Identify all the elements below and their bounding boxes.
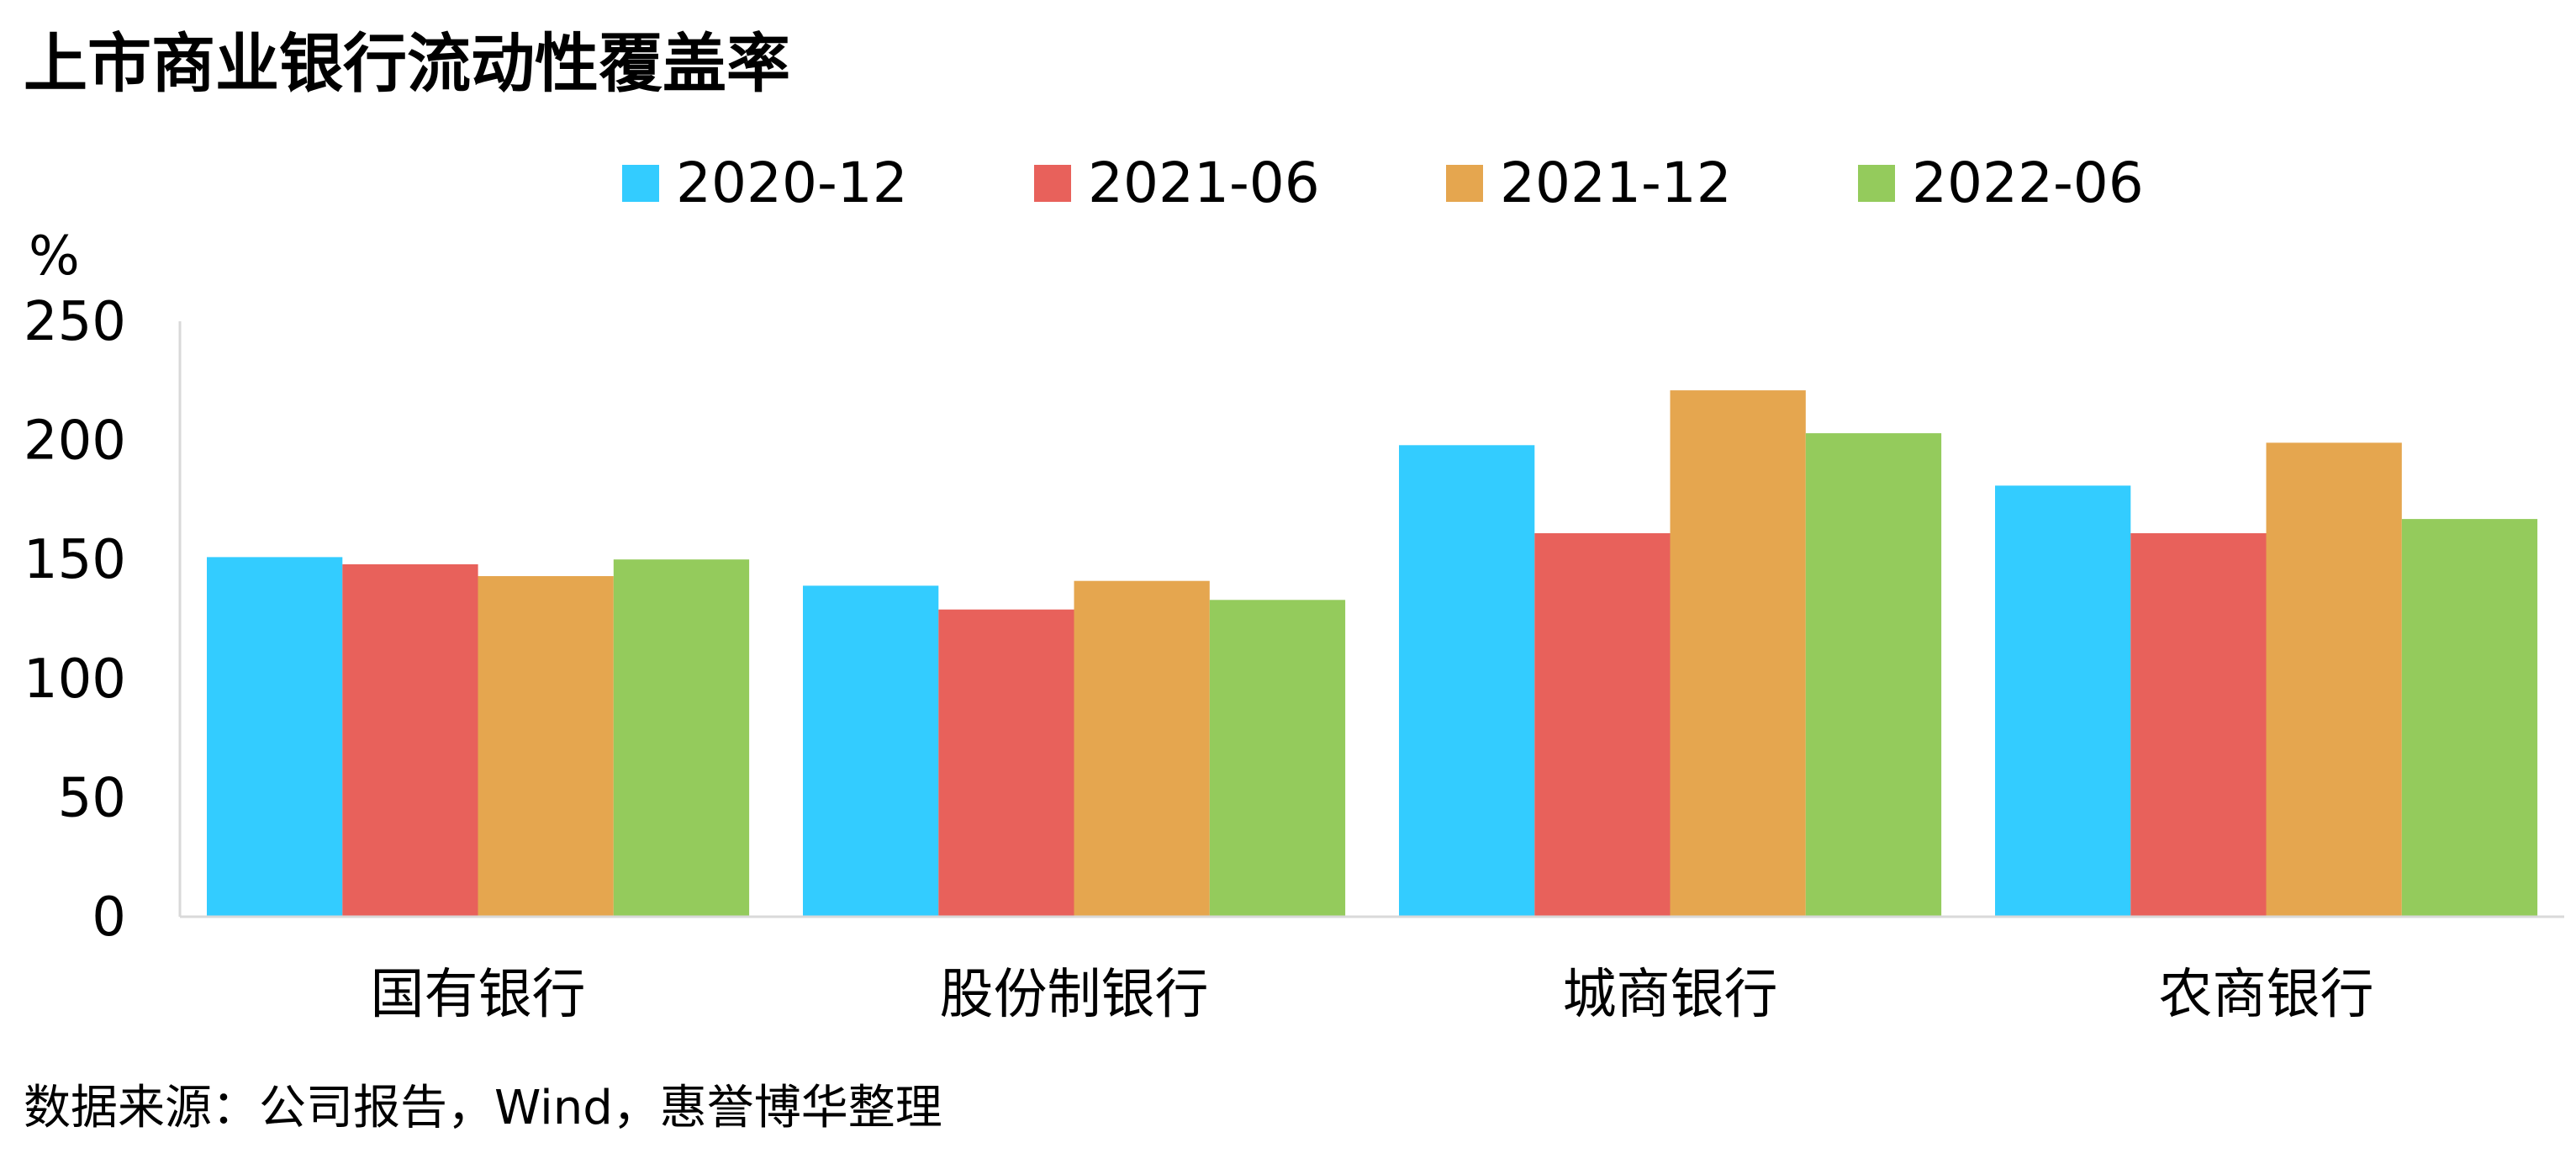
bar (613, 559, 750, 917)
chart-title: 上市商业银行流动性覆盖率 (24, 26, 790, 101)
legend: 2020-12 2021-06 2021-12 2022-06 (622, 151, 2144, 215)
y-tick-label: 250 (24, 291, 126, 353)
bar (1995, 485, 2131, 917)
bar (2130, 533, 2267, 917)
legend-swatch (622, 165, 659, 202)
bar (1209, 600, 1346, 917)
bar (1399, 445, 1535, 917)
bar (342, 563, 478, 917)
bar (2266, 442, 2402, 917)
y-tick-label: 200 (24, 410, 126, 473)
y-axis-unit: % (29, 225, 80, 288)
x-tick-label: 国有银行 (371, 964, 586, 1026)
x-tick-label: 城商银行 (1563, 964, 1778, 1026)
x-tick-label: 农商银行 (2159, 964, 2374, 1026)
x-axis: 国有银行 股份制银行 城商银行 农商银行 (180, 915, 2564, 1026)
bar (478, 576, 614, 917)
source-note: 数据来源：公司报告，Wind，惠誉博华整理 (24, 1081, 942, 1135)
y-tick-label: 100 (24, 648, 126, 711)
bar (207, 557, 343, 917)
bar (938, 609, 1074, 917)
bar (803, 585, 939, 917)
bar (1670, 390, 1806, 918)
x-tick-label: 股份制银行 (940, 964, 1209, 1026)
bar (2401, 519, 2538, 917)
legend-label: 2022-06 (1912, 151, 2144, 215)
bar (1534, 533, 1671, 917)
legend-label: 2020-12 (676, 151, 908, 215)
y-tick-label: 0 (92, 886, 126, 949)
y-tick-label: 150 (24, 529, 126, 591)
bar (1805, 433, 1942, 917)
legend-label: 2021-06 (1088, 151, 1320, 215)
legend-swatch (1858, 165, 1895, 202)
legend-swatch (1034, 165, 1071, 202)
y-axis: 0 50 100 150 200 250 (24, 291, 182, 949)
legend-label: 2021-12 (1500, 151, 1732, 215)
bars (207, 390, 2538, 918)
y-tick-label: 50 (58, 767, 126, 829)
bar (1074, 580, 1210, 917)
legend-swatch (1446, 165, 1483, 202)
